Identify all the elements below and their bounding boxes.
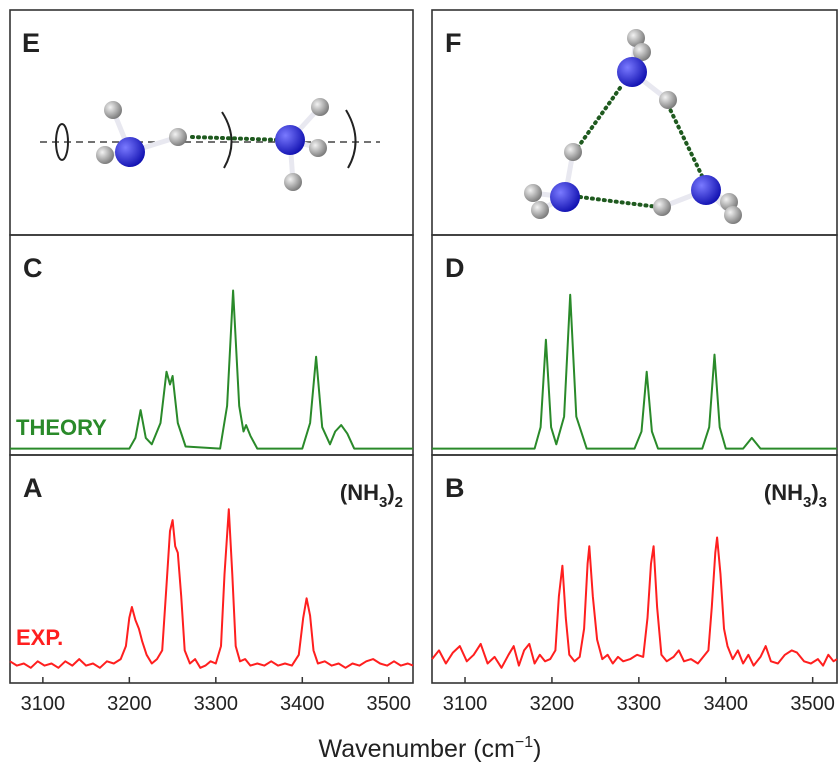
hydrogen-bond [190,135,284,142]
formula-part: 3 [379,494,387,511]
rotation-symbol [55,123,69,161]
formula: (NH3)3 [764,480,827,511]
spectrum-line [10,289,413,450]
panel-label: D [445,253,465,283]
panel-label: B [445,473,465,503]
molecule [96,98,329,191]
spectrum-line [9,508,414,669]
diagram-f: F [431,9,838,236]
spectrum-line [432,293,837,450]
panel-frame [431,234,838,456]
panel-frame [431,454,838,684]
formula-part: ) [387,480,394,505]
formula: (NH3)2 [340,480,403,511]
formula-part: (NH [340,480,379,505]
axis-title-part: Wavenumber (cm [319,735,515,763]
x-tick-label: 3500 [790,693,835,715]
panel-label: E [22,28,40,58]
x-tick-label: 3300 [194,693,239,715]
formula-part: ) [811,480,818,505]
hydrogen-bond [574,86,622,152]
x-tick-label: 3100 [443,693,488,715]
panel-label: F [445,28,462,58]
annotation: THEORY [16,415,107,440]
x-tick-label: 3200 [530,693,575,715]
formula-part: 3 [803,494,811,511]
molecule [524,29,742,224]
formula-part: (NH [764,480,803,505]
hydrogen-bond [666,103,705,180]
hydrogen-bond [578,195,660,209]
panel-label: C [23,253,43,283]
diagram-e: E [9,9,414,236]
rotation-arrow [345,109,357,169]
axis-title-part: ) [533,735,541,763]
rotation-arrow [221,111,233,169]
annotation: EXP. [16,625,63,650]
x-tick-label: 3200 [107,693,152,715]
x-tick-label: 3400 [280,693,325,715]
spectrum-line [431,536,838,669]
axis-title-sup: −1 [515,734,533,751]
panel-label: A [23,473,43,503]
formula-part: 3 [819,494,827,511]
x-tick-label: 3100 [21,693,66,715]
x-tick-label: 3500 [367,693,412,715]
formula-part: 2 [395,494,403,511]
x-tick-label: 3400 [704,693,749,715]
x-tick-label: 3300 [617,693,662,715]
panel-frame [9,454,414,684]
x-axis-title: Wavenumber (cm−1) [319,734,542,763]
